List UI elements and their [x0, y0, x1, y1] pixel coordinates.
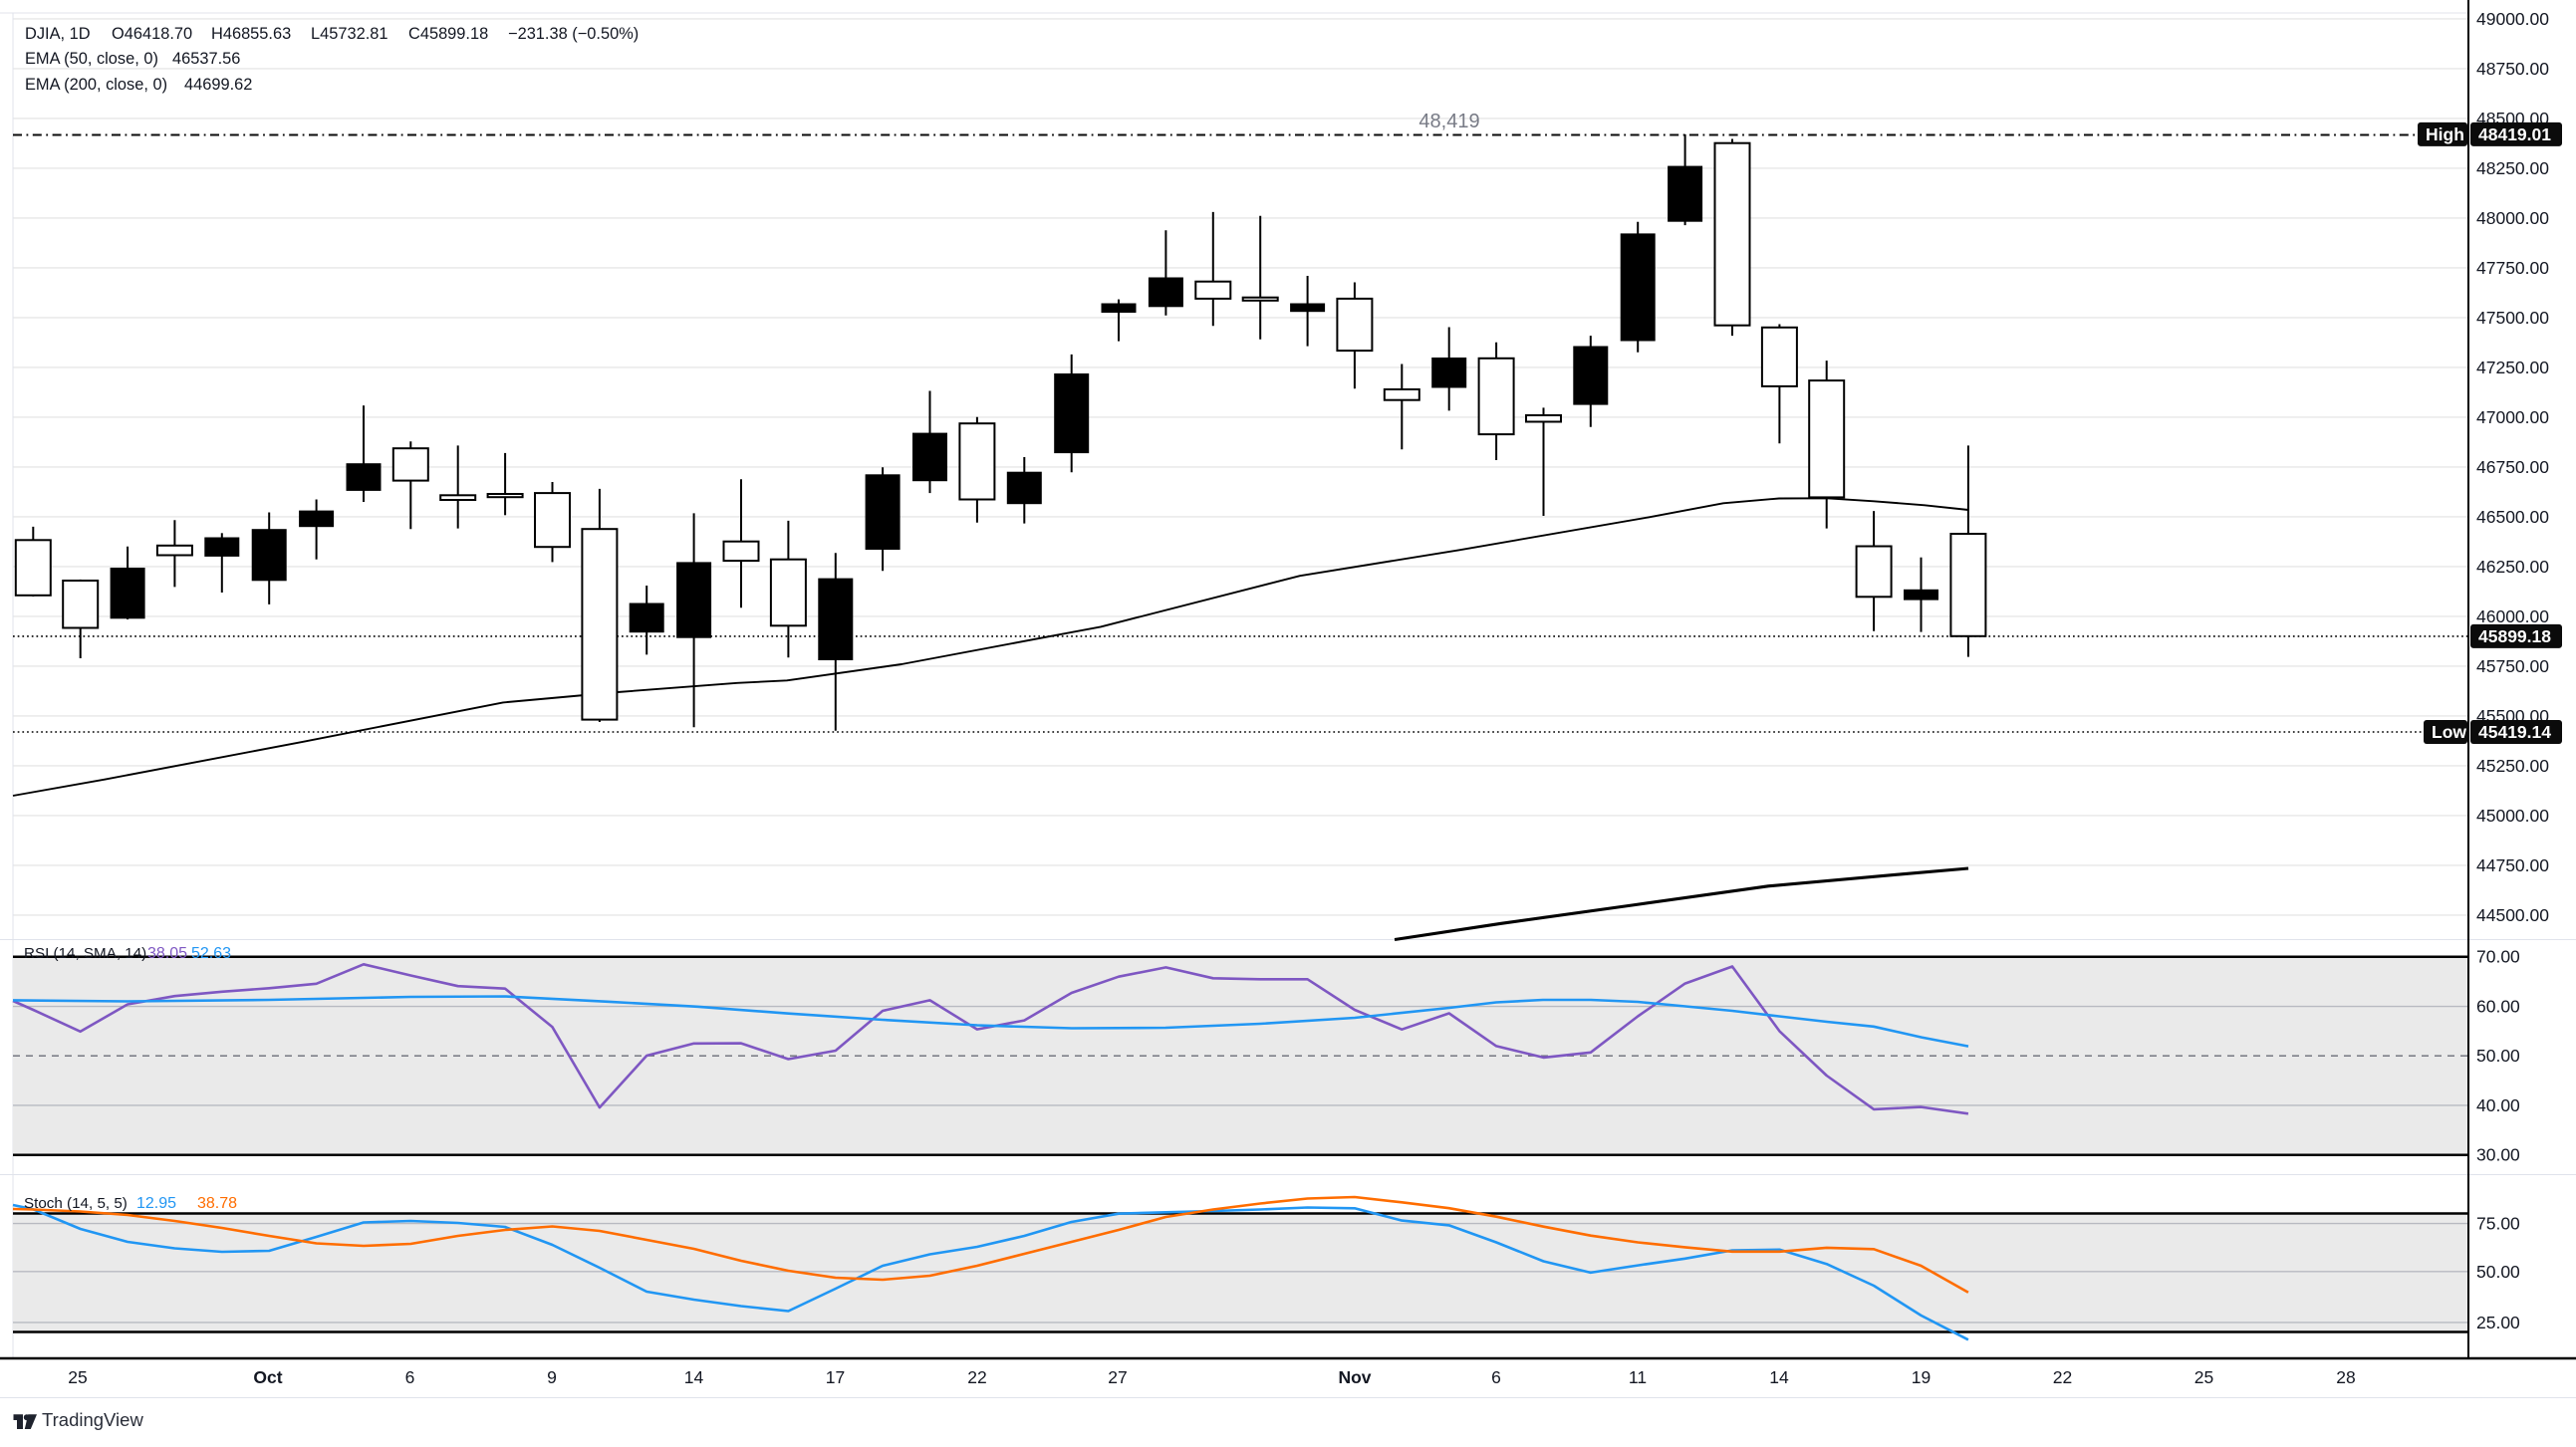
svg-text:50.00: 50.00 [2476, 1262, 2520, 1282]
svg-text:28: 28 [2336, 1367, 2355, 1387]
svg-text:45250.00: 45250.00 [2476, 756, 2549, 776]
svg-text:48250.00: 48250.00 [2476, 158, 2549, 178]
svg-text:47250.00: 47250.00 [2476, 358, 2549, 377]
svg-text:22: 22 [967, 1367, 986, 1387]
svg-text:30.00: 30.00 [2476, 1145, 2520, 1165]
svg-text:45750.00: 45750.00 [2476, 656, 2549, 676]
svg-text:19: 19 [1912, 1367, 1931, 1387]
svg-text:14: 14 [684, 1367, 704, 1387]
svg-text:45419.14: 45419.14 [2478, 722, 2551, 742]
svg-text:22: 22 [2053, 1367, 2072, 1387]
svg-text:46500.00: 46500.00 [2476, 507, 2549, 527]
svg-text:25: 25 [68, 1367, 87, 1387]
svg-text:27: 27 [1108, 1367, 1127, 1387]
svg-text:46750.00: 46750.00 [2476, 457, 2549, 477]
svg-text:TradingView: TradingView [42, 1409, 143, 1430]
svg-text:Nov: Nov [1338, 1367, 1371, 1387]
svg-text:75.00: 75.00 [2476, 1214, 2520, 1234]
svg-text:25: 25 [2194, 1367, 2213, 1387]
svg-text:11: 11 [1629, 1367, 1647, 1387]
svg-text:47500.00: 47500.00 [2476, 308, 2549, 328]
svg-text:14: 14 [1769, 1367, 1789, 1387]
svg-text:46250.00: 46250.00 [2476, 557, 2549, 577]
svg-text:Oct: Oct [253, 1367, 282, 1387]
svg-text:EMA (50, close, 0)46537.56: EMA (50, close, 0) 46537.56 [25, 50, 240, 68]
svg-text:High: High [2426, 124, 2464, 144]
svg-text:45899.18: 45899.18 [2478, 626, 2551, 646]
svg-text:60.00: 60.00 [2476, 997, 2520, 1017]
svg-text:44500.00: 44500.00 [2476, 905, 2549, 925]
svg-text:40.00: 40.00 [2476, 1095, 2520, 1115]
svg-text:48,419: 48,419 [1418, 111, 1479, 132]
svg-text:48750.00: 48750.00 [2476, 59, 2549, 79]
svg-text:25.00: 25.00 [2476, 1313, 2520, 1332]
svg-text:44750.00: 44750.00 [2476, 855, 2549, 875]
svg-text:45000.00: 45000.00 [2476, 806, 2549, 826]
svg-text:6: 6 [1491, 1367, 1501, 1387]
svg-text:47000.00: 47000.00 [2476, 407, 2549, 427]
svg-text:70.00: 70.00 [2476, 947, 2520, 967]
svg-text:46000.00: 46000.00 [2476, 606, 2549, 626]
svg-text:EMA (200, close, 0)44699.62: EMA (200, close, 0) 44699.62 [25, 76, 252, 94]
svg-text:9: 9 [547, 1367, 557, 1387]
svg-text:6: 6 [405, 1367, 415, 1387]
svg-text:47750.00: 47750.00 [2476, 258, 2549, 278]
svg-text:48419.01: 48419.01 [2478, 124, 2551, 144]
svg-text:Low: Low [2432, 722, 2466, 742]
svg-text:50.00: 50.00 [2476, 1046, 2520, 1066]
svg-text:48000.00: 48000.00 [2476, 208, 2549, 228]
svg-text:49000.00: 49000.00 [2476, 9, 2549, 29]
svg-text:17: 17 [826, 1367, 845, 1387]
